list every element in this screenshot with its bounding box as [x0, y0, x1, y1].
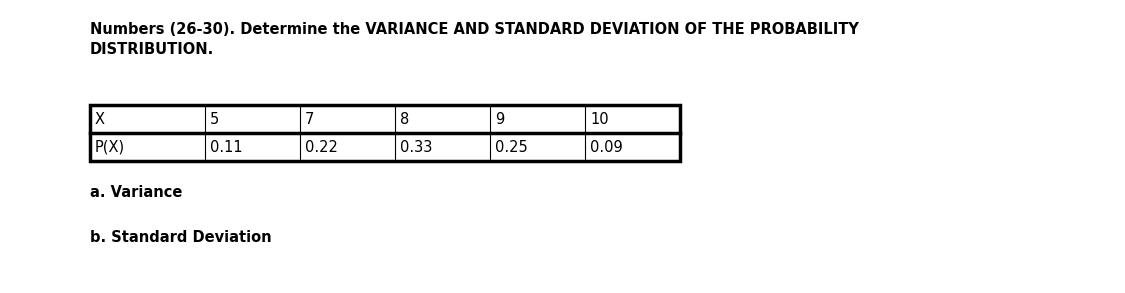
Text: X: X [94, 112, 105, 127]
Text: 0.22: 0.22 [305, 139, 337, 154]
Text: 0.09: 0.09 [590, 139, 623, 154]
Text: 0.25: 0.25 [495, 139, 528, 154]
Text: Numbers (26-30). Determine the VARIANCE AND STANDARD DEVIATION OF THE PROBABILIT: Numbers (26-30). Determine the VARIANCE … [90, 22, 858, 37]
Text: 7: 7 [305, 112, 314, 127]
Text: b. Standard Deviation: b. Standard Deviation [90, 230, 271, 245]
Text: 10: 10 [590, 112, 609, 127]
Text: DISTRIBUTION.: DISTRIBUTION. [90, 42, 214, 57]
Text: 0.11: 0.11 [210, 139, 243, 154]
Text: 8: 8 [400, 112, 410, 127]
Text: 9: 9 [495, 112, 504, 127]
Text: P(X): P(X) [94, 139, 125, 154]
Bar [90, 105, 680, 161]
Text: 0.33: 0.33 [400, 139, 432, 154]
Text: 5: 5 [210, 112, 219, 127]
Text: a. Variance: a. Variance [90, 185, 182, 200]
